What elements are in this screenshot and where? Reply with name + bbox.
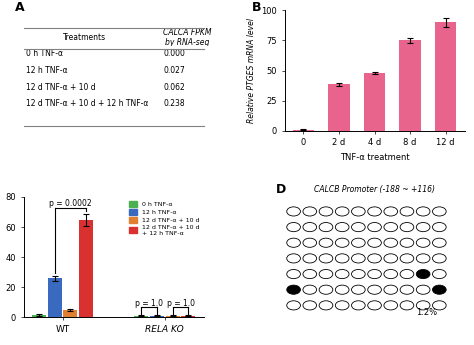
Circle shape (368, 238, 382, 247)
Circle shape (352, 254, 365, 263)
Circle shape (303, 207, 317, 216)
Circle shape (287, 301, 301, 310)
Circle shape (368, 269, 382, 279)
Circle shape (432, 223, 446, 231)
Text: D: D (275, 183, 286, 196)
Circle shape (416, 269, 430, 279)
Circle shape (416, 223, 430, 231)
Circle shape (416, 254, 430, 263)
Bar (435, 22, 456, 131)
Y-axis label: Relative PTGES mRNA level: Relative PTGES mRNA level (246, 18, 255, 123)
Circle shape (319, 285, 333, 294)
Circle shape (432, 301, 446, 310)
Circle shape (400, 269, 414, 279)
Circle shape (303, 285, 317, 294)
Circle shape (400, 285, 414, 294)
Circle shape (352, 269, 365, 279)
Circle shape (432, 285, 446, 294)
Bar (400, 40, 421, 131)
Text: A: A (15, 1, 24, 14)
Circle shape (335, 238, 349, 247)
Circle shape (368, 285, 382, 294)
Circle shape (319, 269, 333, 279)
Bar (150, 316, 164, 317)
Circle shape (416, 285, 430, 294)
X-axis label: TNF-α treatment: TNF-α treatment (340, 153, 410, 162)
Text: B: B (252, 1, 262, 14)
Bar (64, 310, 77, 317)
Circle shape (335, 254, 349, 263)
Circle shape (432, 269, 446, 279)
Circle shape (335, 269, 349, 279)
Circle shape (319, 238, 333, 247)
Text: 1.2%: 1.2% (416, 308, 438, 317)
Circle shape (319, 301, 333, 310)
Bar (134, 316, 148, 317)
Circle shape (319, 223, 333, 231)
Text: p = 1.0: p = 1.0 (135, 299, 163, 308)
Circle shape (303, 238, 317, 247)
Circle shape (335, 301, 349, 310)
Circle shape (384, 285, 398, 294)
Circle shape (384, 301, 398, 310)
Bar (165, 316, 180, 317)
Circle shape (432, 254, 446, 263)
Bar (328, 85, 350, 131)
Circle shape (400, 223, 414, 231)
Text: CALCB Promoter (-188 ~ +116): CALCB Promoter (-188 ~ +116) (314, 185, 435, 194)
Circle shape (287, 223, 301, 231)
Circle shape (352, 223, 365, 231)
Circle shape (352, 301, 365, 310)
Circle shape (352, 207, 365, 216)
Text: p = 1.0: p = 1.0 (166, 299, 194, 308)
Circle shape (400, 254, 414, 263)
Circle shape (384, 223, 398, 231)
Circle shape (368, 301, 382, 310)
Circle shape (432, 238, 446, 247)
Bar (47, 278, 62, 317)
Circle shape (352, 285, 365, 294)
Circle shape (432, 207, 446, 216)
Circle shape (416, 301, 430, 310)
Circle shape (368, 223, 382, 231)
Circle shape (303, 223, 317, 231)
Bar (181, 316, 195, 317)
Circle shape (368, 254, 382, 263)
Circle shape (384, 207, 398, 216)
Circle shape (287, 207, 301, 216)
Circle shape (384, 269, 398, 279)
Circle shape (335, 207, 349, 216)
Circle shape (416, 238, 430, 247)
Circle shape (287, 238, 301, 247)
Bar (364, 73, 385, 131)
Circle shape (319, 254, 333, 263)
Bar (32, 315, 46, 317)
Circle shape (384, 254, 398, 263)
Circle shape (303, 301, 317, 310)
Circle shape (303, 254, 317, 263)
Circle shape (287, 254, 301, 263)
Circle shape (416, 207, 430, 216)
Circle shape (352, 238, 365, 247)
Bar (293, 130, 314, 131)
Circle shape (400, 207, 414, 216)
Text: p = 0.0002: p = 0.0002 (49, 199, 92, 208)
Circle shape (368, 207, 382, 216)
Legend: 0 h TNF-α, 12 h TNF-α, 12 d TNF-α + 10 d, 12 d TNF-α + 10 d
+ 12 h TNF-α: 0 h TNF-α, 12 h TNF-α, 12 d TNF-α + 10 d… (128, 200, 201, 237)
Circle shape (319, 207, 333, 216)
Circle shape (400, 238, 414, 247)
Circle shape (287, 269, 301, 279)
Bar (79, 219, 93, 317)
Circle shape (384, 238, 398, 247)
Circle shape (335, 285, 349, 294)
Circle shape (400, 301, 414, 310)
Circle shape (303, 269, 317, 279)
Circle shape (287, 285, 301, 294)
Circle shape (335, 223, 349, 231)
